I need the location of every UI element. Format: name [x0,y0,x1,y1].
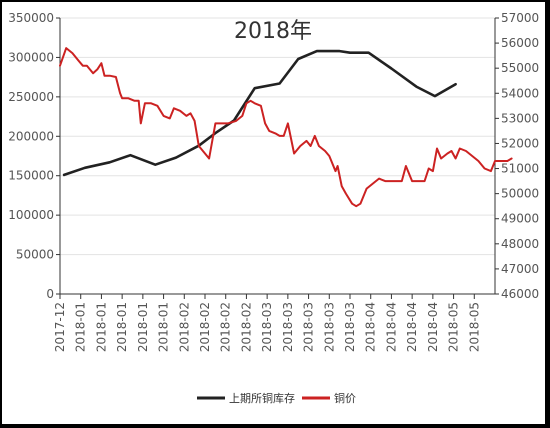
line-chart: 0 50000 100000 150000 200000 250000 300000 3500… [8,11,539,405]
x-tick-label: 2018-02 [219,302,233,352]
legend-label: 上期所铜库存 [229,391,295,405]
y-left-tick-label: 300000 [8,50,54,64]
legend-label: 铜价 [334,391,356,405]
y-axis-right: 46000 47000 48000 49000 50000 51000 52000 53000… [495,11,539,301]
chart-frame: 0 50000 100000 150000 200000 250000 300000 3500… [2,2,545,424]
x-tick-label: 2018-01 [115,302,129,352]
y-left-tick-label: 200000 [8,129,54,143]
x-tick-label: 2018-01 [157,302,171,352]
y-right-tick-label: 55000 [501,61,539,75]
x-tick-label: 2018-03 [343,302,357,352]
x-tick-label: 2018-01 [74,302,88,352]
x-axis: 2017-12 2018-01 2018-01 2018-01 2018-01 2018-… [53,294,481,352]
x-tick-label: 2018-03 [281,302,295,352]
x-tick-label: 2018-02 [177,302,191,352]
series-line-price [59,47,513,208]
y-right-tick-label: 51000 [501,162,539,176]
y-left-tick-label: 150000 [8,169,54,183]
y-right-tick-label: 48000 [501,237,539,251]
x-tick-label: 2018-05 [447,302,461,352]
chart-title: 2018年 [234,19,312,44]
x-tick-label: 2018-04 [364,302,378,352]
series-lines [59,47,513,208]
y-right-tick-label: 57000 [501,11,539,25]
y-right-tick-label: 54000 [501,86,539,100]
y-left-tick-label: 250000 [8,90,54,104]
y-right-tick-label: 56000 [501,36,539,50]
x-tick-label: 2018-03 [322,302,336,352]
x-tick-label: 2018-02 [198,302,212,352]
x-tick-label: 2018-02 [239,302,253,352]
x-tick-label: 2018-04 [426,302,440,352]
series-line-inventory [62,49,457,177]
y-left-tick-label: 0 [46,287,54,301]
grid [60,17,495,256]
y-left-tick-label: 350000 [8,11,54,25]
x-tick-label: 2018-03 [260,302,274,352]
y-right-tick-label: 52000 [501,136,539,150]
y-right-tick-label: 47000 [501,262,539,276]
x-tick-label: 2018-05 [467,302,481,352]
y-left-tick-label: 50000 [16,248,54,262]
x-tick-label: 2017-12 [53,302,67,352]
y-axis-left: 0 50000 100000 150000 200000 250000 300000 3500… [8,11,60,301]
x-tick-label: 2018-04 [384,302,398,352]
y-right-tick-label: 53000 [501,111,539,125]
x-tick-label: 2018-03 [302,302,316,352]
legend: 上期所铜库存 铜价 [197,391,356,405]
y-right-tick-label: 46000 [501,287,539,301]
x-tick-label: 2018-04 [405,302,419,352]
y-right-tick-label: 49000 [501,212,539,226]
x-tick-label: 2018-01 [136,302,150,352]
y-left-tick-label: 100000 [8,208,54,222]
x-tick-label: 2018-01 [94,302,108,352]
y-right-tick-label: 50000 [501,187,539,201]
